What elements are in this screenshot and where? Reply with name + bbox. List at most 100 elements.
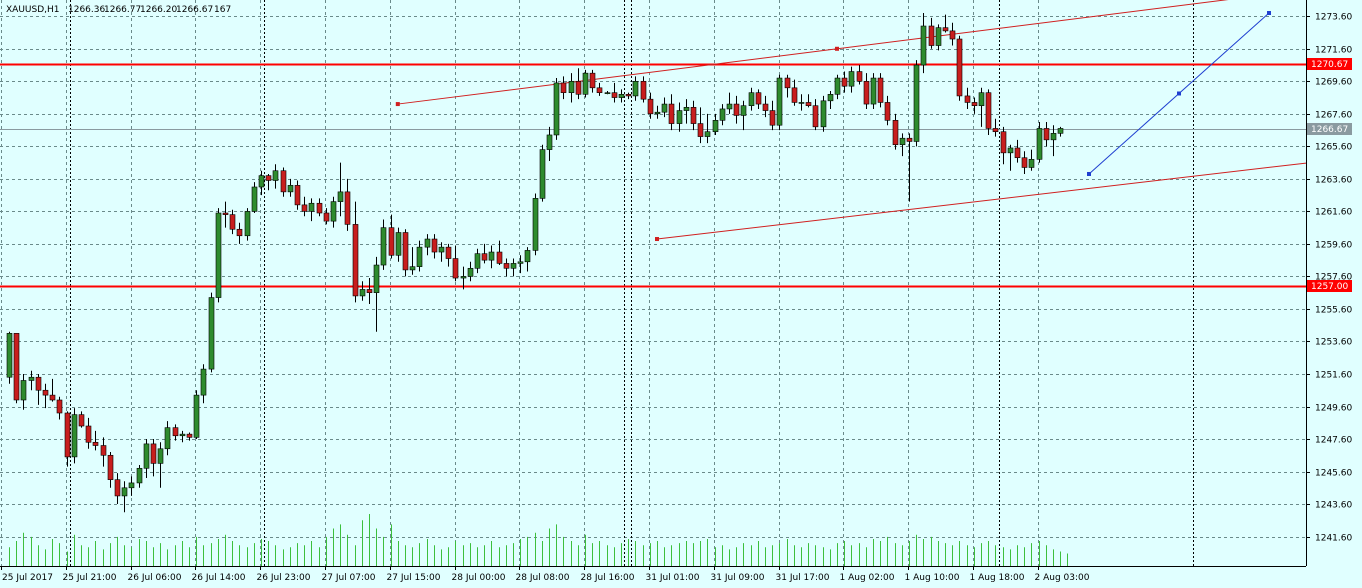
- candle-body: [712, 120, 719, 133]
- time-tick-label: 26 Jul 14:00: [192, 573, 246, 583]
- trendline-handle: [1087, 171, 1091, 176]
- candle-body: [683, 107, 690, 111]
- candle-body: [1007, 147, 1014, 154]
- candle-body: [906, 137, 913, 142]
- candle-body: [740, 105, 747, 116]
- candle-body: [856, 71, 863, 82]
- candle-body: [424, 238, 431, 248]
- time-tick-label: 28 Jul 00:00: [452, 573, 506, 583]
- candle-body: [589, 72, 596, 89]
- candle-body: [287, 185, 294, 193]
- candle-body: [352, 224, 359, 297]
- candle-body: [445, 246, 452, 259]
- candle-body: [798, 102, 805, 104]
- candle-body: [676, 110, 683, 124]
- candle-body: [719, 108, 726, 121]
- candle-body: [942, 27, 949, 32]
- candle-body: [78, 414, 85, 427]
- candle-body: [64, 412, 71, 458]
- time-tick-label: 31 Jul 09:00: [711, 573, 765, 583]
- candle-body: [647, 98, 654, 115]
- candle-body: [870, 77, 877, 105]
- price-tick-label: 1265.60: [1315, 143, 1352, 153]
- candle-body: [575, 81, 582, 95]
- candle-body: [668, 103, 675, 124]
- time-tick-label: 26 Jul 23:00: [257, 573, 311, 583]
- time-axis: 25 Jul 2017 25 Jul 21:00 26 Jul 06:00 26 Ju…: [1, 566, 1090, 583]
- candle-body: [13, 333, 20, 401]
- current-price-label-bg: [1307, 123, 1352, 135]
- candle-body: [841, 77, 848, 87]
- candle-body: [366, 289, 373, 293]
- candle-body: [128, 482, 135, 489]
- candle-body: [812, 105, 819, 128]
- candle-body: [726, 103, 733, 110]
- candle-body: [632, 81, 639, 97]
- price-tick-label: 1259.60: [1315, 241, 1352, 251]
- candle-body: [280, 170, 287, 193]
- price-tick-label: 1257.60: [1315, 273, 1352, 283]
- price-tick-label: 1241.60: [1315, 534, 1352, 544]
- time-tick-label: 25 Jul 21:00: [63, 573, 117, 583]
- candle-body: [200, 368, 207, 396]
- candle-body: [121, 487, 128, 497]
- candle-body: [92, 441, 99, 446]
- trendline-handle: [835, 46, 839, 51]
- price-tick-label: 1267.60: [1315, 111, 1352, 121]
- candle-body: [510, 263, 517, 269]
- price-tick-label: 1247.60: [1315, 436, 1352, 446]
- candle-body: [35, 376, 42, 391]
- price-tick-label: 1261.60: [1315, 208, 1352, 218]
- candle-body: [85, 425, 92, 443]
- price-tick-label: 1271.60: [1315, 46, 1352, 56]
- candle-body: [251, 186, 258, 212]
- price-tick-label: 1251.60: [1315, 371, 1352, 381]
- candle-body: [971, 102, 978, 106]
- candle-body: [474, 253, 481, 269]
- candle-body: [107, 454, 114, 480]
- candle-body: [301, 204, 308, 212]
- candle-body: [186, 433, 193, 438]
- candle-body: [308, 202, 315, 212]
- time-tick-label: 27 Jul 07:00: [322, 573, 376, 583]
- candle-body: [1028, 159, 1035, 168]
- candle-body: [690, 107, 697, 124]
- level-price-label: 1270.67: [1311, 60, 1348, 70]
- price-tick-label: 1253.60: [1315, 338, 1352, 348]
- candle-body: [380, 227, 387, 266]
- candle-body: [697, 123, 704, 137]
- price-tick-label: 1263.60: [1315, 176, 1352, 186]
- candle-body: [964, 95, 971, 103]
- candle-body: [618, 94, 625, 98]
- time-tick-label: 1 Aug 02:00: [840, 573, 895, 583]
- candle-body: [467, 267, 474, 277]
- candle-body: [827, 94, 834, 102]
- level-price-label: 1257.00: [1311, 282, 1348, 292]
- candle-body: [762, 103, 769, 111]
- candle-body: [416, 246, 423, 267]
- candle-body: [517, 261, 524, 264]
- chart-info-open: 1266.36: [68, 5, 105, 15]
- candle-body: [611, 92, 618, 98]
- candle-body: [136, 467, 143, 484]
- candle-body: [661, 103, 668, 113]
- candle-body: [596, 87, 603, 93]
- trendline-handles[interactable]: [395, 0, 1362, 242]
- candle-body: [157, 448, 164, 464]
- candle-body: [71, 414, 78, 458]
- candle-body: [294, 185, 301, 206]
- candle-body: [604, 92, 611, 94]
- candle-body: [1057, 128, 1064, 134]
- candle-body: [172, 427, 179, 437]
- candle-body: [978, 92, 985, 106]
- candle-body: [784, 77, 791, 89]
- candle-body: [179, 433, 186, 437]
- candle-body: [640, 81, 647, 100]
- candle-body: [272, 170, 279, 181]
- price-tick-label: 1245.60: [1315, 469, 1352, 479]
- price-tick-label: 1269.60: [1315, 78, 1352, 88]
- candle-body: [193, 394, 200, 438]
- chart-info-symbol: XAUUSD,H1: [6, 5, 60, 15]
- candle-body: [496, 251, 503, 264]
